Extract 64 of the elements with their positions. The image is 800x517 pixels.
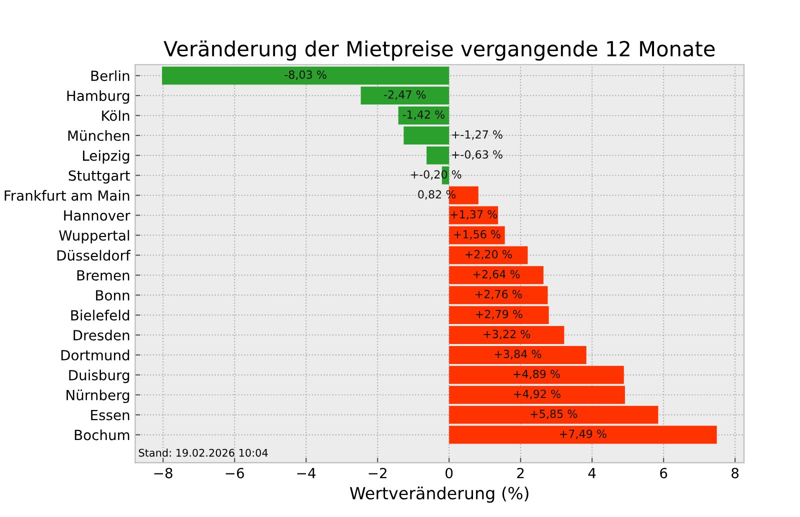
annotation: Stand: 19.02.2026 10:04 (138, 448, 268, 457)
bar (426, 146, 450, 164)
bar (449, 346, 586, 364)
data-label: -2,47 % (384, 90, 426, 100)
y-tick-label: Wuppertal (59, 230, 130, 244)
data-label: +-1,27 % (452, 130, 502, 140)
bar (449, 286, 548, 304)
y-tick-label: Frankfurt am Main (4, 190, 130, 201)
x-tick-label: 4 (588, 468, 596, 478)
y-tick-label: Düsseldorf (57, 250, 131, 261)
bar (449, 406, 658, 424)
bar (449, 306, 549, 324)
x-tick-label: 0 (446, 468, 453, 478)
bar (404, 126, 450, 144)
data-label: -1,42 % (402, 110, 444, 120)
bar (449, 266, 544, 284)
x-tick-label: −8 (154, 468, 172, 478)
y-tick-label: Berlin (91, 70, 130, 82)
y-tick-label: Bochum (74, 430, 130, 440)
y-tick-label: Nürnberg (66, 390, 130, 404)
chart-title: Veränderung der Mietpreise vergangende 12 Monate (164, 40, 715, 61)
bar (449, 246, 528, 264)
y-tick-label: Essen (91, 410, 130, 420)
data-label: +2,79 % (476, 310, 522, 320)
data-label: +7,49 % (560, 430, 606, 440)
bar (449, 426, 717, 444)
y-tick-label: Bielefeld (71, 310, 130, 321)
y-tick-label: Stuttgart (68, 170, 130, 184)
data-label: +1,37 % (450, 210, 498, 220)
bar (449, 366, 624, 384)
data-label: +1,56 % (454, 230, 500, 240)
bar (360, 86, 450, 105)
y-tick-label: Leipzig (83, 150, 130, 164)
data-label: +5,85 % (530, 410, 578, 420)
x-tick-label: 8 (732, 468, 739, 478)
data-label: +4,92 % (514, 390, 560, 400)
y-tick-label: Köln (102, 110, 130, 121)
x-tick-label: −2 (368, 468, 386, 478)
bar (398, 106, 450, 124)
data-label: +4,89 % (514, 370, 560, 380)
y-tick-label: Hannover (64, 210, 130, 221)
y-tick-label: Duisburg (69, 370, 130, 384)
bar (449, 386, 625, 404)
x-axis-title: Wertveränderung (%) (350, 486, 528, 503)
data-label: -8,03 % (284, 70, 326, 80)
bar (449, 326, 564, 344)
y-tick-label: Dresden (74, 330, 130, 340)
bar (449, 206, 498, 224)
data-label: +2,20 % (466, 250, 512, 260)
y-tick-label: München (68, 130, 130, 141)
data-label: +2,76 % (476, 290, 522, 300)
y-tick-label: Hamburg (67, 90, 130, 104)
data-label: +3,84 % (494, 350, 542, 360)
data-label: +3,22 % (484, 330, 530, 340)
bar (162, 66, 450, 85)
x-tick-label: −4 (297, 468, 316, 478)
data-label: +-0,63 % (452, 150, 502, 160)
data-label: +2,64 % (473, 270, 520, 280)
x-tick-label: 6 (660, 468, 668, 478)
y-tick-label: Bremen (77, 270, 130, 281)
x-tick-label: 2 (517, 468, 524, 478)
y-tick-label: Bonn (96, 290, 130, 301)
x-tick-label: −6 (226, 468, 244, 478)
y-tick-label: Dortmund (61, 350, 130, 360)
